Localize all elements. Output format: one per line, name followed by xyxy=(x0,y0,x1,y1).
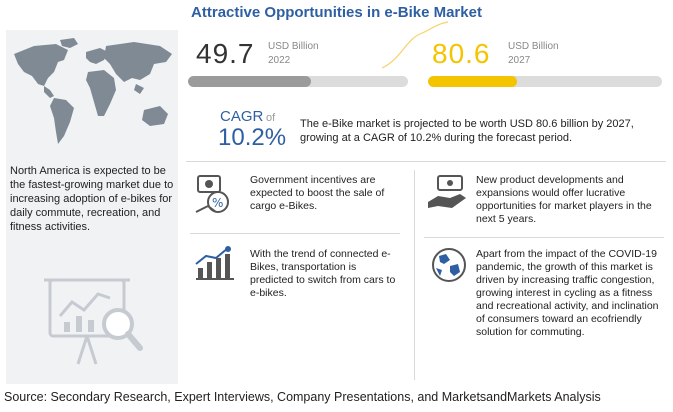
vertical-divider xyxy=(414,170,415,380)
insight-text-2: With the trend of connected e-Bikes, tra… xyxy=(250,248,396,299)
bar-2027-fill xyxy=(428,76,517,87)
year-2027: 2027 xyxy=(508,55,531,66)
page-title: Attractive Opportunities in e-Bike Marke… xyxy=(191,4,482,21)
unit-2022: USD Billion xyxy=(268,41,319,52)
horizontal-divider xyxy=(186,161,666,162)
insight-text-4: Apart from the impact of the COVID-19 pa… xyxy=(476,248,659,338)
bar-2022-fill xyxy=(188,76,312,87)
decorative-trend-line xyxy=(381,21,449,69)
insight-text-1: Government incentives are expected to bo… xyxy=(250,174,385,212)
item-divider-right xyxy=(424,237,664,238)
svg-text:%: % xyxy=(212,196,223,210)
source-note: Source: Secondary Research, Expert Inter… xyxy=(4,390,601,404)
money-hand-icon xyxy=(428,175,466,208)
bar-2022 xyxy=(188,76,408,87)
cagr-of: of xyxy=(266,112,276,124)
cagr-value: 10.2% xyxy=(218,124,287,151)
cagr-label: CAGR xyxy=(220,108,264,125)
value-2022: 49.7 xyxy=(196,38,255,69)
cagr-description: The e-Bike market is projected to be wor… xyxy=(300,118,634,144)
value-2027: 80.6 xyxy=(432,38,491,69)
analytics-illustration-icon xyxy=(44,278,143,365)
item-divider-left xyxy=(190,233,400,234)
globe-icon xyxy=(432,248,466,282)
bar-2027 xyxy=(428,76,662,87)
incentive-icon: % xyxy=(195,175,229,213)
left-panel-text: North America is expected to be the fast… xyxy=(10,165,174,233)
year-2022: 2022 xyxy=(268,55,291,66)
world-map-icon xyxy=(14,38,172,144)
insight-text-3: New product developments and expansions … xyxy=(476,174,652,225)
unit-2027: USD Billion xyxy=(508,41,559,52)
